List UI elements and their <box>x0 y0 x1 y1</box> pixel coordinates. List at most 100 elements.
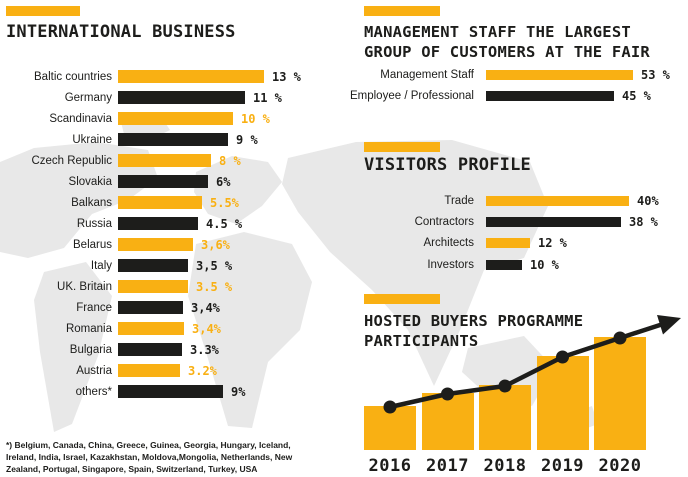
section-marker <box>364 142 440 152</box>
bar-ink <box>118 301 183 314</box>
value-label: 38 % <box>629 215 658 230</box>
trend-arrowhead-icon <box>657 315 681 335</box>
chart-row: France 3,4% <box>6 297 301 318</box>
value-label: 45 % <box>622 89 651 104</box>
value-label: 3,4% <box>191 300 220 315</box>
year-label: 2017 <box>426 456 469 476</box>
chart-row: Baltic countries 13 % <box>6 66 301 87</box>
year-label: 2020 <box>598 456 642 476</box>
bar-ink <box>486 259 522 270</box>
international-business-title: INTERNATIONAL BUSINESS <box>6 22 236 42</box>
category-label: Czech Republic <box>31 154 112 167</box>
bar-ink <box>486 91 614 102</box>
map-europe <box>194 156 282 224</box>
chart-row: Employee / Professional 45 % <box>340 85 670 106</box>
management-staff-title-line2: GROUP OF CUSTOMERS AT THE FAIR <box>364 42 650 61</box>
category-label: Employee / Professional <box>349 90 474 103</box>
bar-accent <box>118 112 233 125</box>
category-label: Ukraine <box>72 133 112 146</box>
chart-row: Contractors 38 % <box>340 211 659 232</box>
value-label: 3,4% <box>192 321 221 336</box>
category-label: Architects <box>423 237 475 250</box>
chart-row: others* 9% <box>6 381 301 402</box>
footnote-other-countries: *) Belgium, Canada, China, Greece, Guine… <box>6 440 293 474</box>
chart-row: Russia 4.5 % <box>6 213 301 234</box>
value-label: 3,5 % <box>196 258 233 273</box>
value-label: 12 % <box>538 236 567 251</box>
category-label: Baltic countries <box>34 70 112 83</box>
chart-row: Architects 12 % <box>340 233 659 254</box>
map-africa <box>188 232 312 428</box>
category-label: Slovakia <box>68 175 112 188</box>
bar-ink <box>118 385 223 398</box>
value-label: 6% <box>216 174 231 189</box>
chart-row: Slovakia 6% <box>6 171 301 192</box>
bar-ink <box>118 343 182 356</box>
year-label: 2018 <box>483 456 527 476</box>
chart-row: Czech Republic 8 % <box>6 150 301 171</box>
category-label: Russia <box>76 217 112 230</box>
value-label: 9 % <box>236 132 258 147</box>
category-label: UK. Britain <box>57 280 112 293</box>
value-label: 11 % <box>253 90 282 105</box>
trend-arrow-line <box>383 315 681 414</box>
international-business-chart: Baltic countries 13 % Germany 11 % Scandinav… <box>6 66 301 402</box>
value-label: 3.3% <box>190 342 219 357</box>
bar-accent <box>118 322 184 335</box>
category-label: Scandinavia <box>49 112 112 125</box>
category-label: Balkans <box>71 196 112 209</box>
category-label: France <box>76 301 112 314</box>
section-marker <box>364 294 440 304</box>
value-label: 10 % <box>241 111 270 126</box>
value-label: 53 % <box>641 67 670 82</box>
chart-row: UK. Britain 3.5 % <box>6 276 301 297</box>
hosted-buyers-title: HOSTED BUYERS PROGRAMME PARTICIPANTS <box>364 312 583 351</box>
trend-dot <box>556 350 569 364</box>
trend-dot <box>441 387 454 401</box>
category-label: Management Staff <box>380 68 474 81</box>
chart-row: Germany 11 % <box>6 87 301 108</box>
bar-ink <box>486 217 621 228</box>
category-label: Contractors <box>414 216 474 229</box>
chart-row: Scandinavia 10 % <box>6 108 301 129</box>
management-staff-title-line1: MANAGEMENT STAFF THE LARGEST <box>364 23 631 41</box>
bar-accent <box>486 238 530 249</box>
section-marker <box>6 6 80 16</box>
category-label: Germany <box>64 91 112 104</box>
category-label: Bulgaria <box>69 343 112 356</box>
hosted-buyers-chart: HOSTED BUYERS PROGRAMME PARTICIPANTS 201… <box>364 293 688 477</box>
chart-row: Trade 40% <box>340 190 659 211</box>
year-bar <box>594 337 646 450</box>
value-label: 3.2% <box>188 363 217 378</box>
map-asia <box>282 140 548 386</box>
value-label: 8 % <box>219 153 241 168</box>
chart-row: Romania 3,4% <box>6 318 301 339</box>
bar-accent <box>118 238 193 251</box>
bar-ink <box>118 175 208 188</box>
chart-row: Bulgaria 3.3% <box>6 339 301 360</box>
value-label: 9% <box>231 384 246 399</box>
bar-accent <box>118 196 202 209</box>
visitors-profile-chart: Trade 40% Contractors 38 % Architects 12 % Inv… <box>340 190 659 276</box>
category-label: others* <box>75 385 112 398</box>
year-label: 2019 <box>541 456 584 476</box>
year-bar <box>479 385 531 450</box>
chart-row: Balkans 5.5% <box>6 192 301 213</box>
trend-dot <box>498 379 512 393</box>
year-bar <box>421 393 474 450</box>
visitors-profile-title: VISITORS PROFILE <box>364 155 531 175</box>
map-north-america <box>0 142 158 258</box>
year-bar <box>536 356 589 450</box>
bar-ink <box>118 133 228 146</box>
bar-ink <box>118 217 198 230</box>
management-staff-title: MANAGEMENT STAFF THE LARGEST GROUP OF CU… <box>364 23 650 62</box>
value-label: 40% <box>637 193 659 208</box>
value-label: 5.5% <box>210 195 239 210</box>
bar-accent <box>118 280 188 293</box>
bar-accent <box>118 70 264 83</box>
bar-ink <box>118 259 188 272</box>
trend-dot <box>383 400 397 414</box>
trend-line <box>387 322 663 410</box>
category-label: Belarus <box>73 238 112 251</box>
